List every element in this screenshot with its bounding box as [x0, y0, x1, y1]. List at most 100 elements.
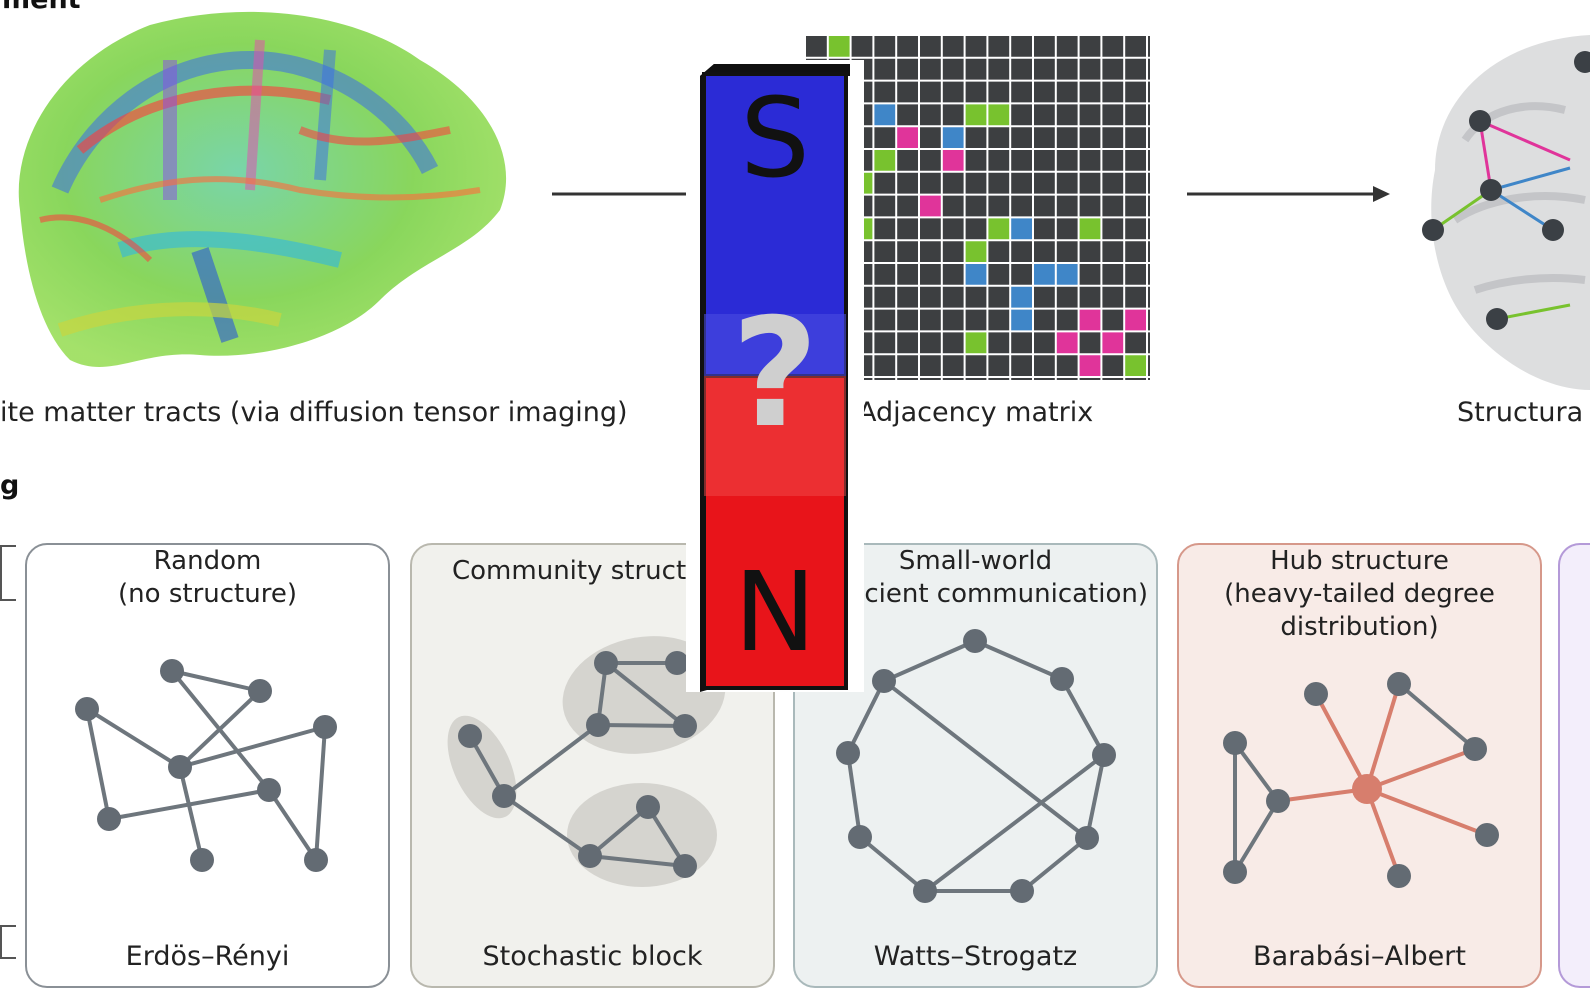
- graph-node: [313, 715, 337, 739]
- model-panel-random: Random (no structure) Erdös–Rényi: [25, 543, 390, 988]
- model-panel-small-world: Small-world cient communication) Watts–S…: [793, 543, 1158, 988]
- graph-node: [586, 713, 610, 737]
- graph-edge: [1397, 682, 1477, 751]
- graph-node: [636, 795, 660, 819]
- graph-node: [190, 848, 214, 872]
- matrix-cell: [1078, 217, 1102, 241]
- panel-title-line2: (no structure): [118, 579, 297, 609]
- graph-node: [1092, 743, 1116, 767]
- graph-node: [75, 697, 99, 721]
- graph-edge: [1020, 836, 1089, 893]
- matrix-cell: [941, 126, 965, 149]
- panel-title-line3: distribution): [1280, 612, 1439, 642]
- graph-node: [578, 844, 602, 868]
- matrix-cell: [1010, 308, 1033, 332]
- matrix-cell: [987, 217, 1011, 241]
- graph-node: [665, 651, 689, 675]
- matrix-cell: [941, 149, 965, 172]
- arrow-to-matrix: [552, 192, 688, 196]
- graph-edge: [1233, 741, 1280, 803]
- graph-edge: [85, 707, 111, 821]
- graph-edge: [107, 788, 271, 821]
- graph-node: [492, 784, 516, 808]
- graph-edge: [596, 723, 687, 728]
- model-panel-partial: [1558, 543, 1590, 988]
- graph-node: [1304, 682, 1328, 706]
- matrix-cell: [1078, 308, 1102, 332]
- matrix-cell: [1010, 285, 1033, 309]
- brain-tractography-image: [18, 11, 507, 367]
- graph-edge: [1233, 799, 1280, 874]
- graph-edge: [1085, 753, 1106, 840]
- graph-node: [1050, 667, 1074, 691]
- graph-node: [1266, 789, 1290, 813]
- graph-edge: [178, 765, 204, 862]
- graph-node: [458, 724, 482, 748]
- graph-node: [168, 755, 192, 779]
- graph-edge: [882, 679, 1089, 840]
- model-name: Stochastic block: [482, 941, 703, 972]
- panel-title-line1: Random: [153, 546, 262, 576]
- graph-edge: [1365, 787, 1401, 878]
- graph-edge: [502, 794, 592, 858]
- graph-node: [872, 669, 896, 693]
- graph-node: [913, 879, 937, 903]
- graph-edge: [1314, 692, 1369, 791]
- graph-node: [836, 741, 860, 765]
- graph-node: [304, 848, 328, 872]
- matrix-cell: [964, 331, 988, 355]
- graph-node: [1223, 860, 1247, 884]
- arrow-to-network: [1187, 186, 1390, 202]
- panel-title-line2: cient communication): [864, 579, 1148, 609]
- panel-title-line2: (heavy-tailed degree: [1224, 579, 1495, 609]
- graph-edge: [178, 689, 262, 769]
- graph-edge: [267, 788, 318, 862]
- graph-node: [673, 854, 697, 878]
- matrix-cell: [1010, 217, 1033, 241]
- graph-node: [1010, 879, 1034, 903]
- hub-graph: [1223, 672, 1499, 888]
- matrix-cell: [873, 103, 897, 127]
- structural-caption: Structura: [1457, 397, 1584, 428]
- matrix-cell: [1078, 354, 1102, 377]
- graph-node: [248, 679, 272, 703]
- matrix-caption: Adjacency matrix: [858, 397, 1094, 428]
- matrix-cell: [1124, 354, 1147, 377]
- graph-edge: [923, 753, 1106, 893]
- graph-edge: [170, 669, 262, 693]
- matrix-cell: [1124, 308, 1147, 332]
- magnet-south-label: S: [740, 74, 810, 202]
- community-graph: [447, 636, 726, 887]
- model-name: Watts–Strogatz: [873, 941, 1078, 972]
- matrix-cell: [964, 240, 988, 263]
- graph-edge: [1365, 747, 1477, 791]
- graph-edge: [314, 725, 327, 862]
- section-a-heading: ment: [2, 0, 81, 15]
- matrix-cell: [1055, 263, 1079, 286]
- random-graph: [75, 659, 337, 872]
- graph-node: [160, 659, 184, 683]
- matrix-cell: [964, 103, 988, 127]
- model-panel-hub: Hub structure (heavy-tailed degree distr…: [1177, 543, 1542, 988]
- graph-edge: [588, 854, 687, 868]
- graph-edge: [973, 639, 1064, 681]
- section-b-heading: g: [0, 470, 20, 501]
- graph-node: [97, 807, 121, 831]
- magnet-icon: S ? N: [700, 64, 850, 692]
- magnet-question-mark: ?: [731, 287, 819, 461]
- small-world-graph: [836, 629, 1116, 903]
- matrix-cell: [896, 126, 919, 149]
- graph-edge: [588, 805, 650, 858]
- matrix-cell: [873, 149, 897, 172]
- tracts-caption: ite matter tracts (via diffusion tensor …: [0, 397, 628, 428]
- graph-node: [963, 629, 987, 653]
- graph-edge: [846, 751, 862, 839]
- graph-node: [673, 714, 697, 738]
- bracket-top: [0, 545, 16, 601]
- panel-title-line1: Small-world: [898, 546, 1053, 576]
- graph-edge: [1365, 682, 1401, 791]
- graph-node: [594, 651, 618, 675]
- matrix-cell: [1101, 331, 1125, 355]
- model-name: Barabási–Albert: [1253, 941, 1466, 972]
- panel-title-line1: Community struct: [452, 556, 687, 586]
